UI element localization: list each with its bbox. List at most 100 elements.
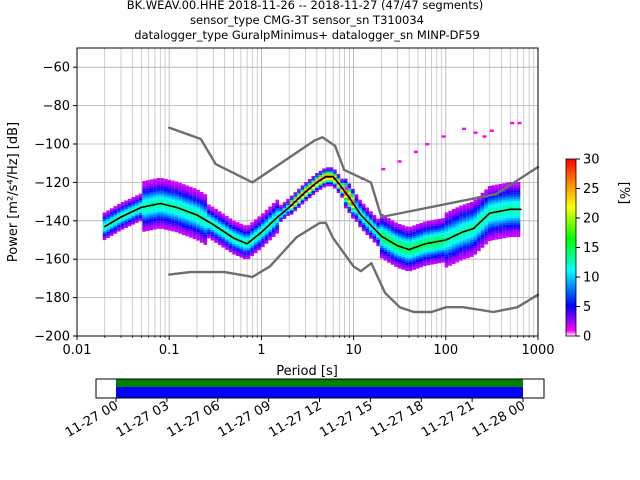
heatmap-cell (333, 186, 337, 189)
heatmap-cell (480, 239, 485, 242)
heatmap-cell (433, 230, 438, 233)
heatmap-cell (498, 196, 503, 199)
heatmap-cell (477, 236, 481, 239)
heatmap-cell (329, 169, 334, 172)
heatmap-cell (387, 256, 391, 259)
heatmap-cell (225, 224, 229, 227)
heatmap-cell (459, 241, 463, 244)
heatmap-cell (228, 241, 233, 244)
heatmap-cell (257, 222, 262, 225)
heatmap-cell (322, 178, 326, 182)
heatmap-cell (473, 250, 478, 253)
heatmap-cell (426, 263, 431, 266)
heatmap-cell (145, 218, 150, 221)
heatmap-cell (264, 222, 269, 225)
heatmap-cell (243, 235, 247, 239)
heatmap-cell (495, 226, 499, 230)
heatmap-cell (181, 194, 186, 197)
heatmap-cell (106, 212, 110, 215)
heatmap-cell (498, 211, 503, 214)
heatmap-cell (243, 250, 247, 253)
heatmap-cell (473, 233, 478, 236)
heatmap-cell (498, 202, 503, 206)
heatmap-cell (322, 185, 326, 188)
heatmap-cell (185, 202, 190, 205)
heatmap-cell (181, 207, 186, 210)
heatmap-cell (171, 191, 175, 194)
heatmap-cell (160, 218, 164, 221)
heatmap-cell (221, 236, 226, 240)
heatmap-cell (469, 223, 474, 226)
heatmap-cell (441, 222, 445, 225)
heatmap-cell (451, 253, 456, 256)
heatmap-cell (185, 208, 190, 211)
heatmap-cell (275, 201, 280, 204)
heatmap-cell (509, 226, 514, 229)
heatmap-cell (289, 201, 294, 205)
heatmap-cell (167, 209, 172, 212)
heatmap-cell (491, 191, 496, 194)
heatmap-cell (261, 234, 265, 237)
heatmap-cell (408, 228, 413, 232)
heatmap-cell (516, 194, 521, 197)
heatmap-cell (408, 243, 413, 246)
heatmap-cell (106, 231, 110, 234)
heatmap-cell (477, 213, 481, 216)
heatmap-cell (232, 252, 236, 255)
heatmap-cell (491, 208, 496, 211)
heatmap-cell (325, 182, 330, 185)
heatmap-cell (419, 227, 424, 230)
heatmap-cell (163, 206, 168, 209)
heatmap-cell (509, 198, 514, 202)
heatmap-cell (405, 237, 409, 240)
heatmap-cell (448, 248, 452, 251)
heatmap-cell (505, 199, 510, 202)
heatmap-cell (142, 202, 146, 205)
heatmap-cell (383, 218, 388, 221)
heatmap-cell (408, 260, 413, 263)
heatmap-cell (117, 225, 121, 228)
heatmap-cell (423, 244, 427, 248)
heatmap-cell (412, 265, 416, 268)
heatmap-cell (502, 231, 506, 234)
heatmap-cell (495, 235, 499, 238)
heatmap-cell (189, 191, 193, 194)
heatmap-cell (257, 243, 262, 247)
heatmap-cell (426, 225, 431, 228)
heatmap-cell (153, 225, 157, 228)
x-tick-label: 1000 (521, 343, 554, 358)
heatmap-cell (412, 259, 416, 262)
heatmap-cell (189, 201, 193, 204)
heatmap-cell (517, 121, 522, 125)
heatmap-cell (444, 216, 449, 219)
heatmap-cell (412, 238, 416, 241)
heatmap-cell (109, 212, 114, 215)
heatmap-cell (451, 244, 456, 248)
heatmap-cell (397, 224, 402, 227)
heatmap-cell (171, 199, 175, 202)
heatmap-cell (113, 214, 118, 217)
heatmap-cell (509, 201, 514, 204)
heatmap-cell (484, 208, 488, 211)
heatmap-cell (257, 245, 262, 249)
heatmap-cell (189, 218, 193, 221)
heatmap-cell (207, 219, 211, 222)
heatmap-cell (127, 215, 132, 218)
heatmap-cell (343, 180, 348, 184)
heatmap-cell (185, 229, 190, 233)
heatmap-cell (304, 188, 308, 191)
heatmap-cell (235, 251, 240, 254)
heatmap-cell (397, 266, 402, 269)
heatmap-cell (466, 232, 470, 235)
heatmap-cell (390, 228, 395, 231)
heatmap-cell (369, 217, 373, 220)
heatmap-cell (397, 234, 402, 237)
heatmap-cell (268, 233, 272, 237)
heatmap-cell (257, 218, 262, 221)
heatmap-cell (444, 263, 449, 266)
heatmap-cell (268, 217, 272, 220)
heatmap-cell (354, 202, 359, 205)
heatmap-cell (358, 210, 362, 213)
heatmap-cell (480, 228, 485, 231)
heatmap-cell (189, 210, 193, 213)
